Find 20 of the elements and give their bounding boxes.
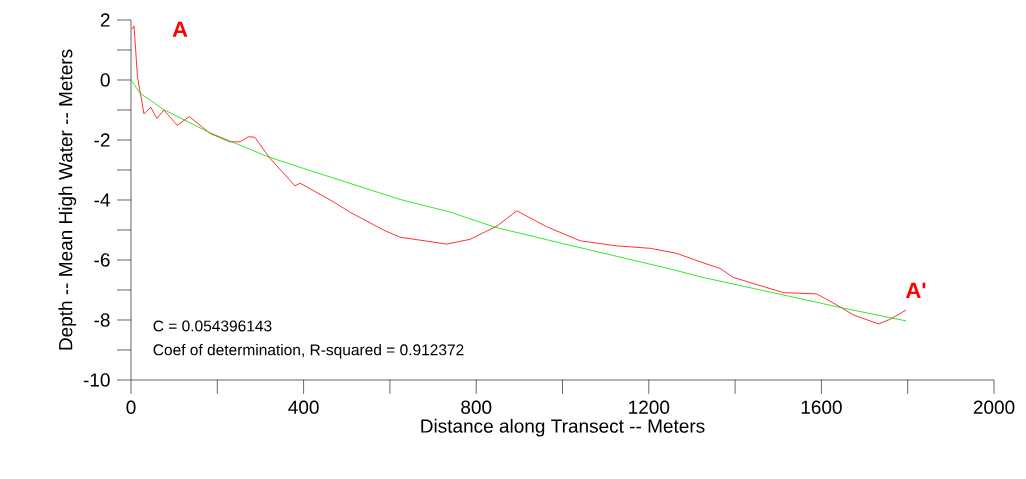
y-tick-label: -6 (94, 253, 110, 267)
x-axis-title: Distance along Transect -- Meters (421, 418, 705, 437)
y-axis-title: Depth -- Mean High Water -- Meters (58, 49, 77, 350)
y-tick-label: -10 (83, 373, 110, 387)
x-tick-label: 1200 (629, 400, 670, 414)
x-tick-label: 1600 (801, 400, 842, 414)
annotation: C = 0.054396143 (153, 320, 272, 332)
y-tick-label: -8 (94, 313, 110, 327)
annotation: A (172, 21, 188, 37)
x-tick-label: 2000 (973, 400, 1015, 414)
x-tick-label: 400 (288, 400, 319, 414)
y-tick-label: 2 (100, 13, 110, 27)
y-tick-label: 0 (100, 73, 110, 87)
y-tick-label: -4 (94, 193, 110, 207)
annotation: Coef of determination, R-squared = 0.912372 (153, 343, 464, 359)
x-tick-label: 800 (461, 400, 492, 414)
y-tick-label: -2 (94, 133, 110, 147)
line-series (130, 79, 907, 322)
x-tick-label: 0 (126, 400, 136, 414)
annotation: A' (905, 282, 926, 298)
